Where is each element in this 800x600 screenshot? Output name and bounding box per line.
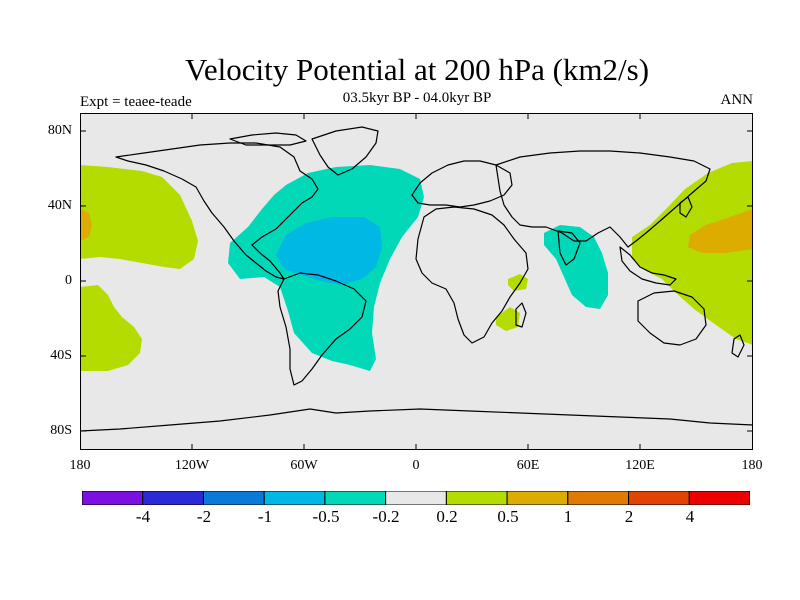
positive-core-west-pacific	[688, 209, 753, 253]
lon-tick-180-west: 180	[69, 458, 91, 473]
outline-southeast-asia	[619, 246, 677, 286]
lat-tick-80n: 80N	[47, 123, 72, 138]
lat-tick-40s: 40S	[50, 348, 72, 363]
lat-tick-40n: 40N	[47, 198, 72, 213]
legend-label: -2	[196, 507, 212, 526]
legend-label: 4	[685, 507, 695, 526]
experiment-label: Expt = teaee-teade	[80, 94, 192, 110]
positive-region-madagascar-south	[496, 307, 520, 331]
outline-india	[557, 230, 581, 266]
legend-color-box	[263, 491, 326, 505]
lon-tick-120e: 120E	[625, 458, 655, 473]
plot-title: Velocity Potential at 200 hPa (km2/s)	[184, 52, 650, 87]
legend-color-box	[385, 491, 447, 505]
legend-color-box	[324, 491, 387, 505]
positive-region-west-pacific	[632, 161, 753, 345]
lat-tick-0: 0	[65, 273, 72, 288]
legend-label: 0.2	[436, 507, 458, 526]
outline-europe	[411, 160, 513, 208]
legend-color-box	[82, 491, 144, 505]
negative-core-atlantic	[276, 217, 382, 285]
outline-asia	[495, 150, 711, 248]
legend-color-box	[142, 491, 204, 505]
outline-antarctica	[80, 408, 753, 432]
lon-tick-60e: 60E	[516, 458, 540, 473]
legend-label: -0.2	[372, 507, 400, 526]
negative-region-indian-ocean	[544, 225, 608, 309]
outline-new-zealand	[731, 334, 745, 358]
color-legend-bar	[82, 491, 750, 505]
season-label: ANN	[720, 92, 754, 108]
continent-outlines	[80, 126, 753, 432]
outline-north-america	[115, 142, 319, 280]
legend-color-box	[445, 491, 508, 505]
legend-label: 1	[563, 507, 573, 526]
positive-core-pacific-east	[80, 209, 92, 241]
outline-south-america	[277, 272, 367, 386]
legend-color-box	[688, 491, 750, 505]
legend-label: -0.5	[312, 507, 340, 526]
lon-tick-120w: 120W	[174, 458, 210, 473]
outline-australia	[637, 290, 707, 346]
legend-label: 0.5	[497, 507, 519, 526]
legend-label: -4	[135, 507, 151, 526]
lon-tick-180-east: 180	[741, 458, 763, 473]
outline-africa	[415, 206, 529, 344]
outline-arctic-islands	[229, 132, 307, 146]
positive-region-south-pacific	[80, 285, 142, 371]
outline-greenland	[311, 126, 379, 176]
map-background	[80, 113, 753, 450]
legend-color-box	[506, 491, 569, 505]
velocity-potential-map	[80, 113, 753, 450]
legend-label: -1	[257, 507, 273, 526]
map-frame	[80, 113, 753, 450]
legend-color-box	[202, 491, 265, 505]
legend-label: 2	[624, 507, 634, 526]
legend-color-box	[628, 491, 690, 505]
plot-subtitle: 03.5kyr BP - 04.0kyr BP	[342, 90, 492, 106]
lat-tick-80s: 80S	[50, 423, 72, 438]
lon-tick-60w: 60W	[290, 458, 318, 473]
legend-color-box	[567, 491, 630, 505]
positive-region-pacific-east	[80, 165, 198, 269]
outline-japan	[679, 196, 693, 218]
lon-tick-0: 0	[412, 458, 420, 473]
outline-madagascar	[515, 302, 527, 328]
